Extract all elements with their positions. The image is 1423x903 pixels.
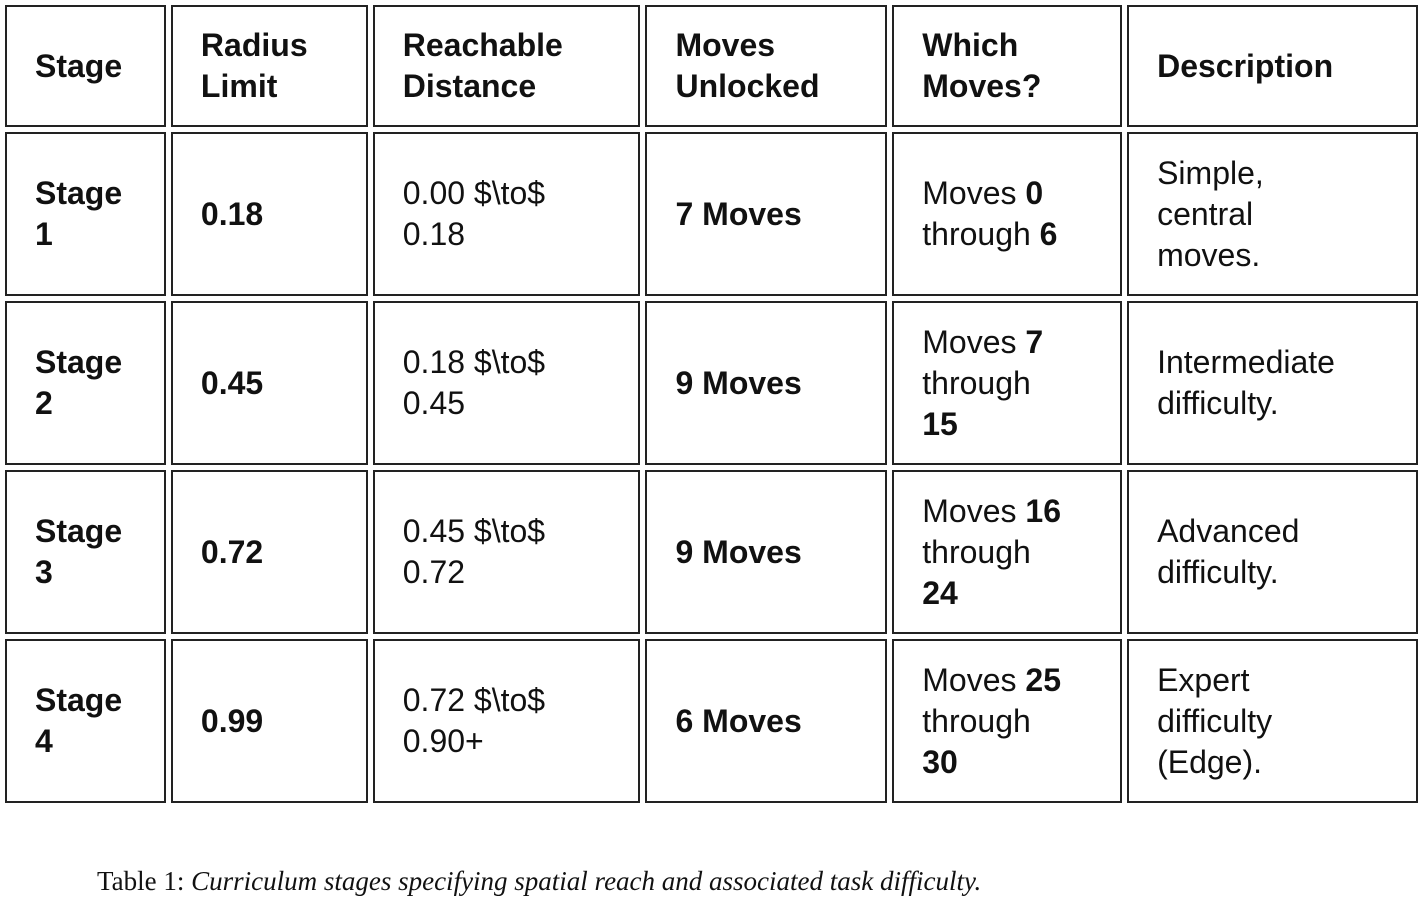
header-row: Stage Radius Limit Reachable Distance Moves… — [5, 5, 1418, 127]
moves-from: 0 — [1025, 175, 1044, 211]
description-cell: Advanced difficulty. — [1127, 470, 1418, 634]
header-cell: Which Moves? — [892, 5, 1123, 127]
which-moves-cell: Moves 16 through 24 — [892, 470, 1123, 634]
header-cell: Moves Unlocked — [645, 5, 888, 127]
table-row: Stage 3 0.72 0.45 $\to$ 0.72 9 Moves Moves 1… — [5, 470, 1418, 634]
moves-prefix: Moves — [922, 492, 1017, 529]
moves-to: 24 — [922, 574, 958, 611]
moves-middle: through — [922, 533, 1031, 570]
caption-label: Table 1: — [97, 866, 185, 896]
table-head: Stage Radius Limit Reachable Distance Moves… — [5, 5, 1418, 127]
unlocked-cell: 6 Moves — [645, 639, 888, 803]
radius-cell: 0.18 — [170, 132, 368, 296]
moves-from: 16 — [1025, 492, 1061, 529]
moves-prefix: Moves — [922, 323, 1017, 360]
moves-prefix: Moves — [922, 661, 1017, 698]
header-cell: Stage — [5, 5, 166, 127]
caption: Table 1: Curriculum stages specifying sp… — [97, 866, 981, 897]
distance-cell: 0.18 $\to$ 0.45 — [372, 301, 641, 465]
table-row: Stage 4 0.99 0.72 $\to$ 0.90+ 6 Moves Moves … — [5, 639, 1418, 803]
distance-cell: 0.72 $\to$ 0.90+ — [372, 639, 641, 803]
which-moves-cell: Moves 7 through 15 — [892, 301, 1123, 465]
radius-cell: 0.99 — [170, 639, 368, 803]
moves-to: 6 — [1039, 216, 1058, 252]
unlocked-cell: 7 Moves — [645, 132, 888, 296]
moves-middle: through — [922, 364, 1031, 401]
caption-text: Curriculum stages specifying spatial rea… — [191, 866, 982, 896]
moves-from: 7 — [1025, 323, 1044, 360]
radius-cell: 0.45 — [170, 301, 368, 465]
table-row: Stage 1 0.18 0.00 $\to$ 0.18 7 Moves Moves 0… — [5, 132, 1418, 296]
description-cell: Intermediate difficulty. — [1127, 301, 1418, 465]
stage-cell: Stage 2 — [5, 301, 166, 465]
description-cell: Expert difficulty (Edge). — [1127, 639, 1418, 803]
header-cell: Radius Limit — [170, 5, 368, 127]
moves-middle: through — [922, 216, 1031, 252]
table-row: Stage 2 0.45 0.18 $\to$ 0.45 9 Moves Moves 7… — [5, 301, 1418, 465]
table-body: Stage 1 0.18 0.00 $\to$ 0.18 7 Moves Moves 0… — [5, 132, 1418, 803]
stage-cell: Stage 3 — [5, 470, 166, 634]
moves-from: 25 — [1025, 661, 1061, 698]
header-cell: Description — [1127, 5, 1418, 127]
distance-cell: 0.45 $\to$ 0.72 — [372, 470, 641, 634]
curriculum-table: Stage Radius Limit Reachable Distance Moves… — [5, 5, 1418, 803]
unlocked-cell: 9 Moves — [645, 470, 888, 634]
description-cell: Simple, central moves. — [1127, 132, 1418, 296]
which-moves-cell: Moves 0 through 6 — [892, 132, 1123, 296]
unlocked-cell: 9 Moves — [645, 301, 888, 465]
moves-to: 30 — [922, 743, 958, 780]
moves-prefix: Moves — [922, 175, 1017, 211]
moves-middle: through — [922, 702, 1031, 739]
stage-cell: Stage 4 — [5, 639, 166, 803]
stage-cell: Stage 1 — [5, 132, 166, 296]
header-cell: Reachable Distance — [372, 5, 641, 127]
which-moves-cell: Moves 25 through 30 — [892, 639, 1123, 803]
moves-to: 15 — [922, 405, 958, 442]
distance-cell: 0.00 $\to$ 0.18 — [372, 132, 641, 296]
radius-cell: 0.72 — [170, 470, 368, 634]
